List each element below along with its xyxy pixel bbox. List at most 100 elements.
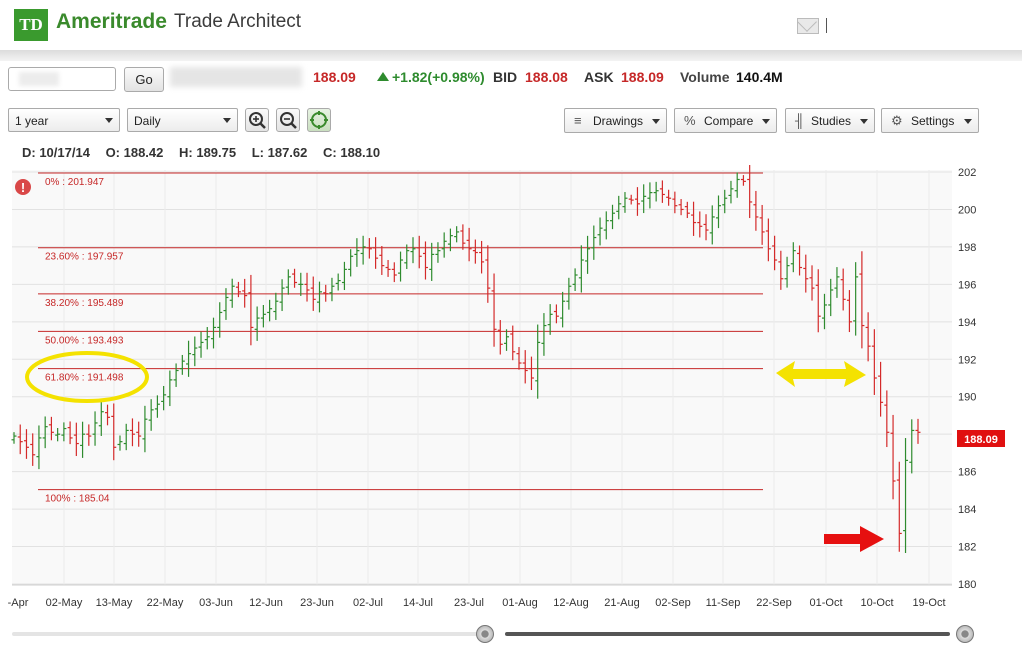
ohlc-bar — [348, 249, 354, 277]
x-tick-label: 12-Jun — [249, 597, 283, 609]
x-tick-label: 03-Jun — [199, 597, 233, 609]
ohlc-bar — [790, 242, 796, 273]
ohlc-bar — [828, 278, 834, 317]
ohlc-bar — [890, 414, 896, 500]
mail-icon[interactable] — [797, 18, 819, 34]
y-tick-label: 186 — [958, 467, 976, 479]
studies-label: Studies — [811, 114, 852, 128]
ohlc-bar — [23, 429, 29, 459]
interval-select[interactable]: Daily — [127, 108, 238, 132]
navigator-selection[interactable] — [505, 632, 950, 636]
ohlc-bar — [373, 237, 379, 269]
up-arrow-icon — [377, 72, 389, 81]
y-tick-label: 190 — [958, 392, 976, 404]
ohlc-bar — [186, 340, 192, 377]
navigator-left-handle[interactable] — [476, 625, 494, 643]
ohlc-bar — [354, 238, 360, 267]
ohlc-bar — [846, 290, 852, 333]
x-tick-label: -Apr — [8, 597, 29, 609]
ohlc-bar — [747, 165, 753, 219]
ohlc-bar — [691, 201, 697, 236]
go-button[interactable]: Go — [124, 67, 164, 92]
ohlc-bar — [672, 191, 678, 214]
chevron-down-icon — [105, 118, 113, 123]
ohlc-bar — [36, 425, 42, 470]
price-chart[interactable]: 0% : 201.947 23.60% : 197.957 38.20% : 195… — [0, 165, 1022, 622]
ohlc-bar — [105, 404, 111, 426]
ohlc-bar — [267, 299, 273, 322]
ohlc-bar — [273, 292, 279, 320]
ohlc-bar — [504, 329, 510, 351]
ohlc-bar — [198, 331, 204, 358]
ohlc-bar — [11, 432, 17, 444]
compare-button[interactable]: % Compare — [674, 108, 777, 133]
zoom-out-button[interactable] — [276, 108, 300, 132]
fib-label: 38.20% : 195.489 — [45, 298, 124, 309]
ohlc-bar — [772, 235, 778, 271]
x-tick-label: 21-Aug — [604, 597, 639, 609]
ohlc-bar — [684, 201, 690, 219]
ohlc-bar — [260, 305, 266, 328]
ohlc-bar — [167, 370, 173, 407]
symbol-input[interactable] — [8, 67, 116, 91]
ohlc-bar — [454, 226, 460, 243]
ohlc-bar — [809, 265, 815, 301]
ohlc-bar — [80, 421, 86, 458]
header-band — [0, 50, 1022, 61]
zoom-in-button[interactable] — [245, 108, 269, 132]
ohlc-bar — [366, 238, 372, 259]
ohlc-bar — [460, 224, 466, 250]
ohlc-bar — [298, 272, 304, 296]
settings-button[interactable]: ⚙ Settings — [881, 108, 979, 133]
chevron-down-icon — [223, 118, 231, 123]
header-divider — [826, 18, 827, 33]
ohlc-bar — [17, 424, 23, 455]
gear-icon: ⚙ — [891, 113, 903, 128]
ohlc-bar — [360, 235, 366, 265]
ohlc-bar — [641, 184, 647, 214]
ohlc-close: C: 188.10 — [323, 145, 381, 160]
chevron-down-icon — [652, 119, 660, 124]
period-select[interactable]: 1 year — [8, 108, 120, 132]
ohlc-bar — [242, 278, 248, 308]
ohlc-bar — [722, 189, 728, 214]
ohlc-bar — [547, 304, 553, 335]
ohlc-bar — [597, 217, 603, 246]
navigator-right-handle[interactable] — [956, 625, 974, 643]
symbol-name-redacted — [170, 67, 302, 87]
drawings-button[interactable]: ≡ Drawings — [564, 108, 667, 133]
ohlc-bar — [111, 403, 117, 461]
ohlc-bar — [323, 284, 329, 302]
brand-name: Ameritrade — [56, 10, 167, 33]
ohlc-bar — [391, 262, 397, 283]
ohlc-bar — [48, 416, 54, 441]
bid-label: BID — [493, 69, 518, 85]
ohlc-bar — [379, 246, 385, 275]
ohlc-date: D: 10/17/14 — [22, 145, 90, 160]
ohlc-bar — [404, 244, 410, 270]
ohlc-bar — [859, 251, 865, 349]
y-tick-label: 180 — [958, 579, 976, 591]
ohlc-bar — [784, 256, 790, 288]
x-tick-label: 13-May — [96, 597, 133, 609]
ohlc-bar — [341, 261, 347, 291]
ohlc-bar — [616, 195, 622, 220]
ohlc-bar — [173, 363, 179, 387]
crosshair-button[interactable] — [307, 108, 331, 132]
ohlc-bar — [422, 241, 428, 280]
ohlc-bar — [154, 395, 160, 418]
ohlc-bar — [740, 175, 746, 186]
ohlc-bar — [497, 320, 503, 355]
chevron-down-icon — [762, 119, 770, 124]
ohlc-bar — [129, 418, 135, 447]
ohlc-bar — [878, 361, 884, 417]
ohlc-bar — [447, 228, 453, 252]
svg-text:188.09: 188.09 — [964, 434, 998, 446]
ohlc-bar — [142, 405, 148, 453]
alert-icon[interactable]: ! — [15, 179, 31, 195]
studies-button[interactable]: ╢ Studies — [785, 108, 875, 133]
x-tick-label: 02-May — [46, 597, 83, 609]
ohlc-bar — [553, 304, 559, 324]
ohlc-bar — [734, 172, 740, 198]
ohlc-bar — [211, 317, 217, 349]
